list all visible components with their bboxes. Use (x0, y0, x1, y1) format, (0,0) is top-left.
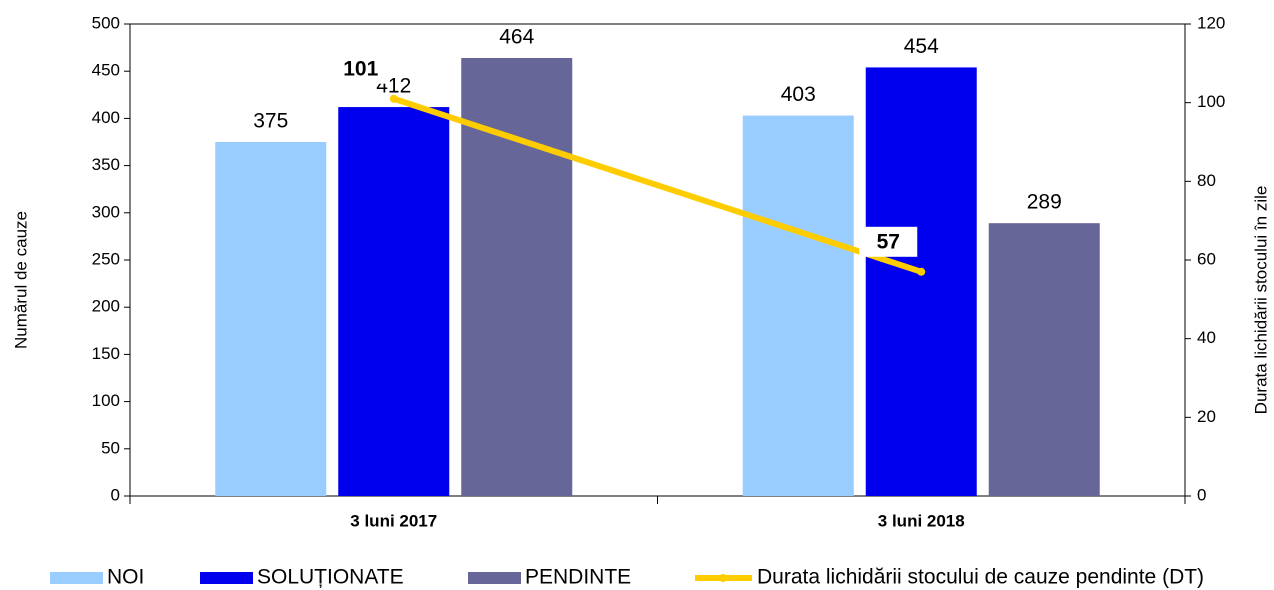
y-tick-label: 0 (111, 485, 120, 504)
line-value-label: 57 (877, 230, 900, 253)
y2-tick-label: 60 (1197, 249, 1216, 268)
bar (865, 67, 977, 496)
line-point (389, 94, 398, 103)
y-tick-label: 300 (92, 202, 120, 221)
bar-value-label: 464 (499, 26, 534, 49)
bar-value-label: 454 (904, 35, 939, 58)
legend-label: NOI (107, 566, 144, 589)
legend-label: PENDINTE (525, 566, 631, 589)
y-tick-label: 50 (101, 438, 120, 457)
y-tick-label: 250 (92, 249, 120, 268)
line-label-box (859, 226, 918, 257)
y-tick-label: 400 (92, 108, 120, 127)
legend-swatch (50, 572, 103, 584)
line-value-label: 101 (343, 57, 378, 80)
x-tick-label: 3 luni 2018 (878, 511, 965, 530)
y2-axis-title: Durata lichidării stocului în zile (1251, 186, 1270, 415)
y-tick-label: 350 (92, 155, 120, 174)
bar (461, 57, 573, 496)
legend-label: Durata lichidării stocului de cauze pend… (757, 566, 1204, 589)
y2-tick-label: 20 (1197, 407, 1216, 426)
y2-tick-label: 80 (1197, 171, 1216, 190)
y-axis-title: Numărul de cauze (11, 211, 30, 349)
y2-tick-label: 40 (1197, 328, 1216, 347)
line-point (917, 267, 926, 276)
legend-label: SOLUȚIONATE (257, 566, 404, 589)
y-tick-label: 450 (92, 61, 120, 80)
bar (215, 142, 327, 496)
bar (988, 223, 1100, 496)
legend-swatch (468, 572, 521, 584)
y2-tick-label: 120 (1197, 13, 1225, 32)
line-series (392, 95, 923, 275)
legend-swatch (200, 572, 253, 584)
legend-swatch-point (719, 574, 727, 582)
y-tick-label: 500 (92, 13, 120, 32)
bar (742, 115, 854, 497)
bar-value-label: 403 (781, 83, 816, 106)
y-tick-label: 150 (92, 344, 120, 363)
bar (338, 107, 450, 497)
bar-value-label: 375 (253, 110, 288, 133)
y-tick-label: 200 (92, 297, 120, 316)
y2-tick-label: 100 (1197, 92, 1225, 111)
x-tick-label: 3 luni 2017 (350, 511, 437, 530)
line-label-box (331, 53, 390, 84)
bar-value-label: 289 (1027, 191, 1062, 214)
y2-tick-label: 0 (1197, 485, 1206, 504)
y-tick-label: 100 (92, 391, 120, 410)
